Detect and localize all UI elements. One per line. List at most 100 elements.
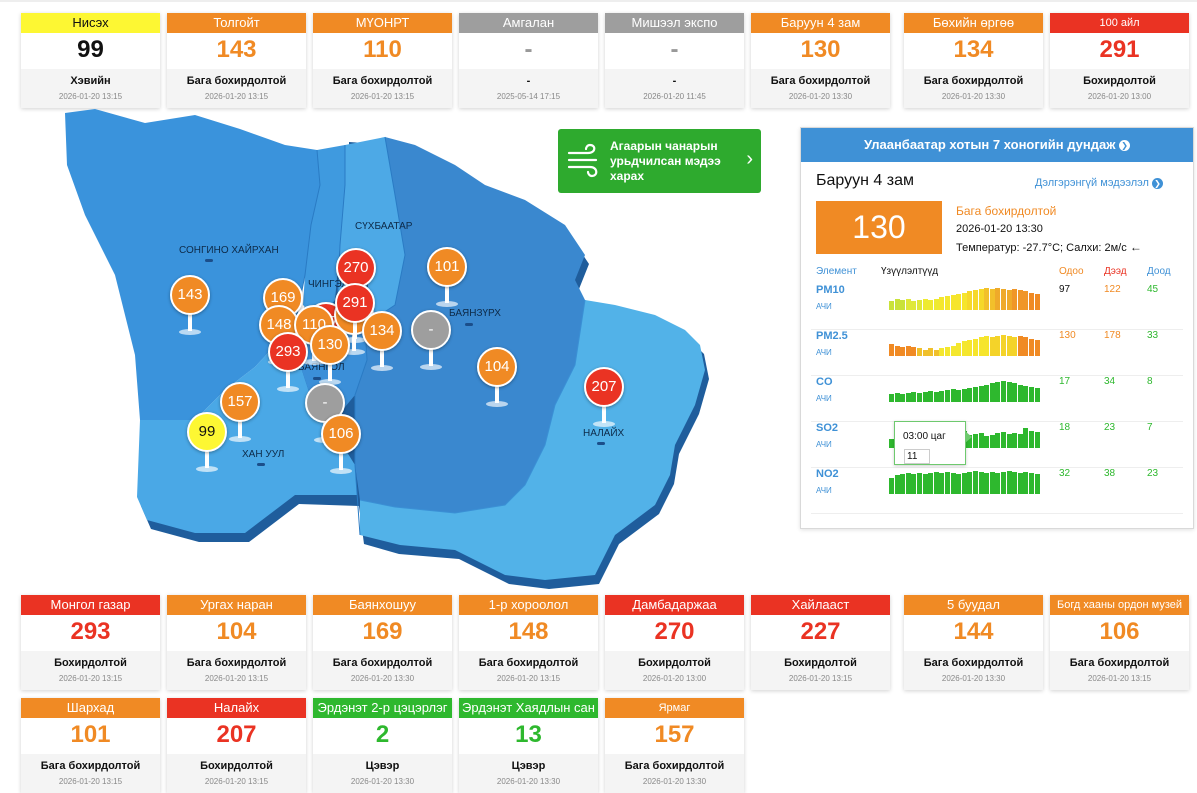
marker-stem [205,450,209,468]
station-card-time: 2025-05-14 17:15 [496,92,561,101]
marker-value: 157 [220,382,260,422]
station-card[interactable]: Ургах наран 104 Бага бохирдолтой 2026-01-20… [167,595,306,690]
pollutant-bar-chart[interactable] [889,286,1041,310]
marker-stem [602,405,606,423]
top-divider [0,0,1197,2]
map-marker[interactable]: 99 [185,412,229,476]
sparkline-bar [939,473,945,494]
sparkline-bar [911,301,917,310]
pollutant-name: CO [816,376,833,388]
station-card[interactable]: Ярмаг 157 Бага бохирдолтой 2026-01-20 13:30 [605,698,744,793]
station-card[interactable]: Дамбадаржаа 270 Бохирдолтой 2026-01-20 13:0… [605,595,744,690]
station-card[interactable]: Баруун 4 зам 130 Бага бохирдолтой 2026-01-2… [751,13,890,108]
station-card-time: 2026-01-20 13:30 [350,777,415,786]
sparkline-bar [978,337,984,356]
map-marker[interactable]: 293 [266,332,310,396]
sparkline-bar [1029,293,1034,310]
forecast-button[interactable]: Агаарын чанарын урьдчилсан мэдээ харах › [558,129,761,193]
station-card-footer: Бага бохирдолтой 2026-01-20 13:30 [751,69,890,108]
station-card-status: Бага бохирдолтой [40,760,141,772]
station-card-aqi: - [524,36,533,63]
pollutant-bar-chart[interactable] [889,470,1041,494]
panel-title-bar[interactable]: Улаанбаатар хотын 7 хоногийн дундаж ❯ [801,128,1193,162]
station-card[interactable]: МҮОНРТ 110 Бага бохирдолтой 2026-01-20 13:1… [313,13,452,108]
station-card[interactable]: Бөхийн өргөө 134 Бага бохирдолтой 2026-01-2… [904,13,1043,108]
map-marker[interactable]: 207 [582,367,626,431]
detail-link[interactable]: Дэлгэрэнгүй мэдээлэл ❯ [1035,177,1163,189]
station-card[interactable]: Мишээл экспо - - 2026-01-20 11:45 [605,13,744,108]
station-card[interactable]: Эрдэнэт Хаядлын сан 13 Цэвэр 2026-01-20 13:… [459,698,598,793]
pollutant-min: 7 [1147,422,1153,433]
pollutant-bar-chart[interactable] [889,332,1041,356]
pollutant-name: SO2 [816,422,839,434]
marker-stem [339,452,343,470]
station-card-aqi: 157 [654,721,695,748]
pollutant-current: 18 [1059,422,1071,433]
station-card-name: Хайлааст [751,595,890,615]
sparkline-bar [973,434,978,448]
map-marker[interactable]: 157 [218,382,262,446]
pollutant-row: SO2 АЧИ 18 23 7 [801,422,1193,468]
sparkline-bar [1034,432,1040,448]
marker-base [277,386,299,392]
map-marker[interactable]: 291 [333,283,377,347]
station-card-footer: Бага бохирдолтой 2026-01-20 13:30 [605,754,744,793]
station-card[interactable]: Налайх 207 Бохирдолтой 2026-01-20 13:15 [167,698,306,793]
map-marker[interactable]: 134 [360,311,404,375]
marker-base [420,364,442,370]
station-card-status: Хэвийн [70,75,111,87]
district-center-dot [205,259,213,262]
pollutant-current: 130 [1059,330,1076,341]
map-marker[interactable]: 104 [475,347,519,411]
sparkline-bar [961,341,967,356]
marker-stem [429,348,433,366]
district-center-dot [257,463,265,466]
station-card-name: Ургах наран [167,595,306,615]
station-card-footer: - 2025-05-14 17:15 [459,69,598,108]
map-marker[interactable]: - [409,310,453,374]
pollutant-stat: АЧИ [816,440,832,449]
pollutant-bar-chart[interactable] [889,378,1041,402]
sparkline-bar [922,474,928,494]
station-card-status: Бага бохирдолтой [624,760,725,772]
station-card-name: Баруун 4 зам [751,13,890,33]
station-card-aqi: 293 [70,618,111,645]
station-card[interactable]: Амгалан - - 2025-05-14 17:15 [459,13,598,108]
station-card[interactable]: Монгол газар 293 Бохирдолтой 2026-01-20 13:… [21,595,160,690]
station-card-status: Бага бохирдолтой [332,75,433,87]
station-card-aqi: 13 [515,721,542,748]
map-marker[interactable]: 101 [425,247,469,311]
sparkline-bar [978,386,984,402]
station-card[interactable]: Шархад 101 Бага бохирдолтой 2026-01-20 13:1… [21,698,160,793]
station-card-footer: Цэвэр 2026-01-20 13:30 [459,754,598,793]
station-card-time: 2026-01-20 13:15 [58,92,123,101]
station-card[interactable]: Эрдэнэт 2-р цэцэрлэг 2 Цэвэр 2026-01-20 13:… [313,698,452,793]
station-card-aqi: - [670,36,679,63]
station-card[interactable]: Нисэх 99 Хэвийн 2026-01-20 13:15 [21,13,160,108]
sparkline-bar [1017,473,1023,494]
station-card-status: Бага бохирдолтой [332,657,433,669]
marker-base [229,436,251,442]
pollutant-name: NO2 [816,468,839,480]
sparkline-bar [933,472,939,494]
station-card[interactable]: Толгойт 143 Бага бохирдолтой 2026-01-20 13:… [167,13,306,108]
marker-value: 99 [187,412,227,452]
map-marker[interactable]: 143 [168,275,212,339]
sparkline-bar [1006,382,1012,402]
sparkline-bar [928,391,934,402]
station-card-time: 2026-01-20 13:15 [58,777,123,786]
station-card[interactable]: Богд хааны ордон музей 106 Бага бохирдолто… [1050,595,1189,690]
station-card[interactable]: Баянхошуу 169 Бага бохирдолтой 2026-01-20 1… [313,595,452,690]
station-card-name: 1-р хороолол [459,595,598,615]
sparkline-bar [933,299,939,310]
station-card[interactable]: 1-р хороолол 148 Бага бохирдолтой 2026-01-2… [459,595,598,690]
station-card-time: 2026-01-20 13:15 [1087,674,1152,683]
station-card[interactable]: Хайлааст 227 Бохирдолтой 2026-01-20 13:15 [751,595,890,690]
sparkline-bar [1034,294,1040,310]
map-marker[interactable]: 106 [319,414,363,478]
map-marker[interactable]: 130 [308,325,352,389]
station-card-status: Бага бохирдолтой [923,657,1024,669]
station-card[interactable]: 100 айл 291 Бохирдолтой 2026-01-20 13:00 [1050,13,1189,108]
station-card-time: 2026-01-20 13:30 [941,92,1006,101]
station-card[interactable]: 5 буудал 144 Бага бохирдолтой 2026-01-20 13… [904,595,1043,690]
